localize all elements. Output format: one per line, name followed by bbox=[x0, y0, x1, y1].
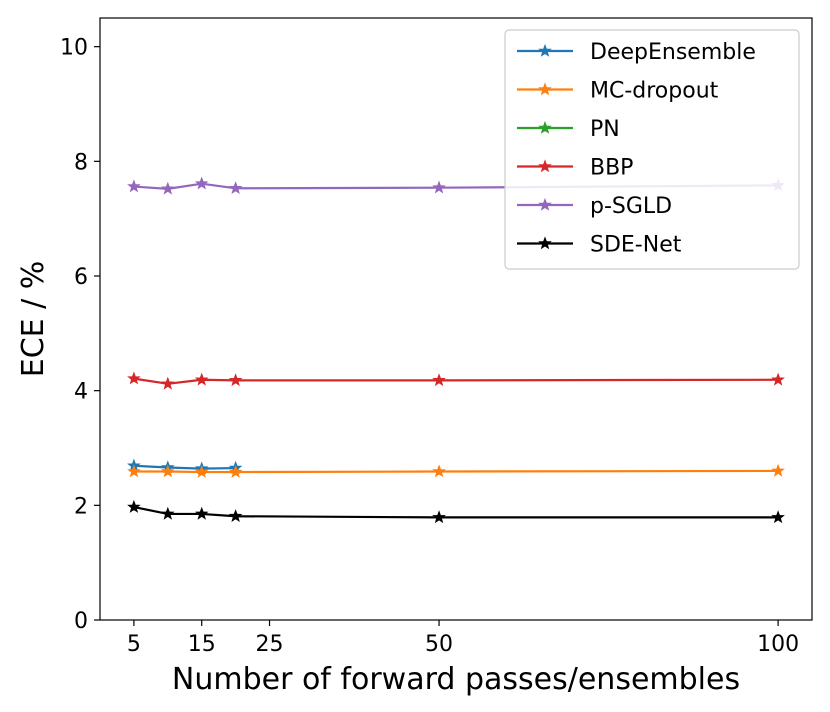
legend-marker-star bbox=[538, 159, 552, 173]
data-point-star bbox=[432, 464, 446, 478]
y-tick-label: 0 bbox=[74, 609, 88, 634]
series-line bbox=[133, 377, 779, 385]
plot-area-frame bbox=[99, 17, 813, 621]
data-point-star bbox=[194, 176, 209, 190]
data-point-star bbox=[228, 373, 243, 387]
series-line bbox=[133, 464, 236, 470]
data-point-star bbox=[228, 464, 243, 478]
x-tick-label: 15 bbox=[188, 632, 216, 657]
data-point-star bbox=[161, 181, 175, 195]
data-point-star bbox=[161, 376, 175, 390]
data-point-star bbox=[127, 464, 141, 478]
x-tick-label: 100 bbox=[757, 632, 799, 657]
legend-label: p-SGLD bbox=[590, 194, 672, 219]
x-tick-label: 5 bbox=[127, 632, 141, 657]
data-point-star bbox=[127, 499, 141, 513]
data-point-star bbox=[432, 510, 446, 524]
data-point-star bbox=[161, 464, 175, 478]
legend-label: BBP bbox=[590, 156, 633, 181]
y-tick-label: 6 bbox=[74, 265, 88, 290]
data-point-star bbox=[228, 509, 243, 523]
legend-label: PN bbox=[590, 117, 620, 142]
legend-marker-star bbox=[538, 82, 552, 96]
y-axis-title: ECE / % bbox=[16, 261, 51, 378]
data-point-star bbox=[432, 180, 446, 194]
series-sde-net bbox=[127, 499, 785, 524]
y-tick-label: 2 bbox=[74, 494, 88, 519]
series-line bbox=[133, 182, 779, 190]
data-point-star bbox=[161, 506, 175, 520]
legend-marker-star bbox=[538, 43, 552, 57]
legend-label: SDE-Net bbox=[590, 233, 682, 258]
legend-marker-star bbox=[538, 120, 552, 134]
series-line bbox=[133, 505, 779, 519]
y-tick-label: 10 bbox=[60, 36, 88, 61]
y-tick-label: 4 bbox=[74, 380, 88, 405]
series-mc-dropout bbox=[127, 463, 785, 478]
data-point-star bbox=[194, 464, 209, 478]
data-point-star bbox=[771, 372, 785, 386]
data-point-star bbox=[771, 510, 785, 524]
data-point-star bbox=[771, 463, 785, 477]
legend: DeepEnsemble MC-dropout PN BBP p-SGLD SDE-Net bbox=[504, 29, 800, 270]
data-point-star bbox=[194, 372, 209, 386]
series-line bbox=[133, 469, 779, 474]
data-point-star bbox=[194, 506, 209, 520]
x-tick-label: 25 bbox=[256, 632, 284, 657]
legend-marker-star bbox=[538, 197, 552, 211]
series-bbp bbox=[127, 371, 785, 390]
y-tick-label: 8 bbox=[74, 150, 88, 175]
x-axis-title: Number of forward passes/ensembles bbox=[172, 662, 740, 697]
data-point-star bbox=[127, 371, 141, 385]
legend-label: DeepEnsemble bbox=[590, 40, 756, 65]
x-tick-label: 50 bbox=[425, 632, 453, 657]
data-point-star bbox=[432, 373, 446, 387]
data-point-star bbox=[228, 181, 243, 195]
legend-marker-star bbox=[538, 236, 552, 250]
legend-box bbox=[504, 29, 800, 270]
legend-label: MC-dropout bbox=[590, 79, 719, 104]
data-point-star bbox=[127, 179, 141, 193]
